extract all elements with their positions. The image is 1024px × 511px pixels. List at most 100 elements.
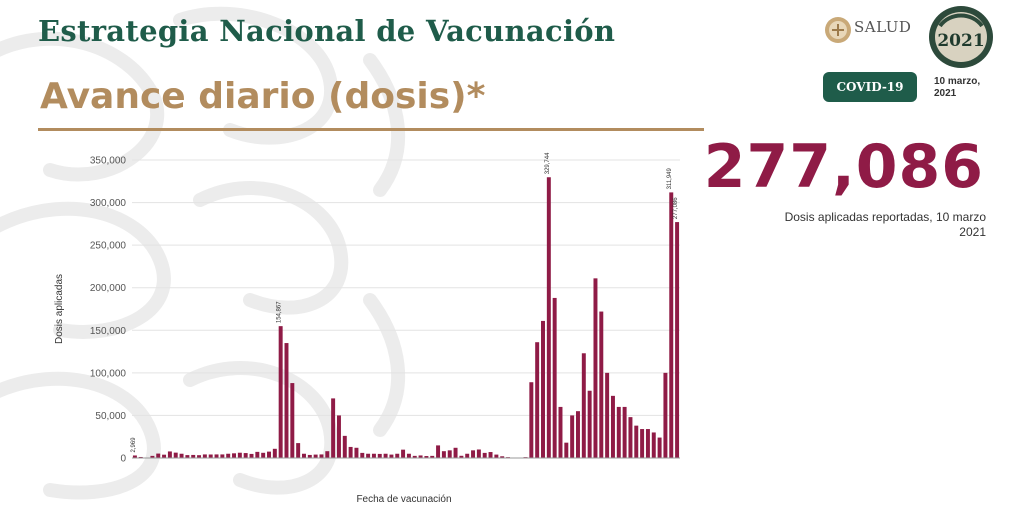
page-subtitle: Avance diario (dosis)* [40,76,486,117]
y-tick-label: 200,000 [90,283,127,294]
y-axis-label: Dosis aplicadas [54,274,65,344]
bar [255,451,260,458]
bar [360,452,365,458]
bar [535,342,540,458]
bar [185,455,190,458]
bar-series [132,177,680,459]
bar [336,415,341,458]
bar [202,454,207,458]
bar [226,453,231,458]
bar [406,453,411,458]
bar [529,382,534,458]
bar [500,456,505,458]
bar [616,406,621,458]
bar [581,353,586,458]
bar [430,455,435,458]
bar [348,446,353,458]
bar [488,452,493,458]
bar [208,454,213,458]
bar [395,453,400,458]
bar [167,451,172,458]
bar [284,343,289,458]
bar [570,415,575,458]
bar [453,447,458,458]
daily-doses-total: 277,086 [703,132,984,202]
bar [541,320,545,458]
bar [640,429,645,458]
bar [179,453,184,458]
data-labels: 2,969 154,867 329,744 311,949 277,086 [131,152,679,453]
bar [634,425,639,458]
daily-doses-caption: Dosis aplicadas reportadas, 10 marzo 202… [784,210,986,239]
year-seal-icon: 2021 [929,6,993,68]
bar [197,455,202,458]
bar [243,453,248,458]
bar [645,429,650,458]
bar [138,456,143,458]
bar [278,326,283,458]
bar [494,454,499,458]
title-divider [38,128,704,131]
bar [610,395,615,458]
bar [663,372,668,458]
bar [675,222,680,458]
bar [272,448,277,458]
bar [342,435,347,458]
y-tick-label: 250,000 [90,241,127,252]
bar [389,454,394,458]
bar-data-label: 2,969 [131,437,137,453]
report-date: 10 marzo, 2021 [934,76,981,99]
bar-data-label: 154,867 [277,301,283,323]
bar [156,453,161,458]
bar [482,452,487,458]
bar [558,406,563,458]
bar [371,453,376,458]
y-tick-label: 0 [120,454,126,465]
bar [476,449,481,458]
bar-data-label: 277,086 [673,197,679,219]
bar [657,437,662,458]
x-axis-label: Fecha de vacunación [356,494,451,505]
chart-grid [132,159,680,459]
bar [593,278,598,458]
bar [546,177,551,459]
y-tick-label: 350,000 [90,156,127,167]
bar [441,451,446,458]
bar [418,455,423,458]
bar [587,390,592,458]
bar [366,453,371,458]
bar-data-label: 329,744 [545,152,551,174]
bar [313,454,318,458]
bar [552,297,557,458]
y-tick-label: 300,000 [90,198,127,209]
bar [575,411,580,458]
bar [249,453,254,458]
bar [296,443,301,458]
bar [267,451,271,458]
bar-data-label: 311,949 [667,167,673,189]
bar [354,447,359,458]
bar [220,454,225,458]
bar [605,372,610,458]
bar [150,455,155,458]
page-title: Estrategia Nacional de Vacunación [38,14,616,48]
bar [412,455,417,458]
bar [319,454,324,458]
y-axis-ticks: 0 50,000 100,000 150,000 200,000 250,000 300,0… [90,156,127,465]
bar [132,455,137,458]
bar [401,449,406,458]
bar [237,452,242,458]
bar [622,406,627,458]
y-tick-label: 150,000 [90,326,127,337]
y-tick-label: 50,000 [95,411,126,422]
bar [564,442,569,458]
bar [424,456,429,458]
salud-emblem-icon [825,17,851,43]
bar [669,192,674,458]
bar [447,450,452,458]
bar [325,451,330,458]
salud-logo-text: SALUD [854,18,912,36]
bar [173,452,178,458]
bar [261,452,266,458]
bar [290,383,295,458]
